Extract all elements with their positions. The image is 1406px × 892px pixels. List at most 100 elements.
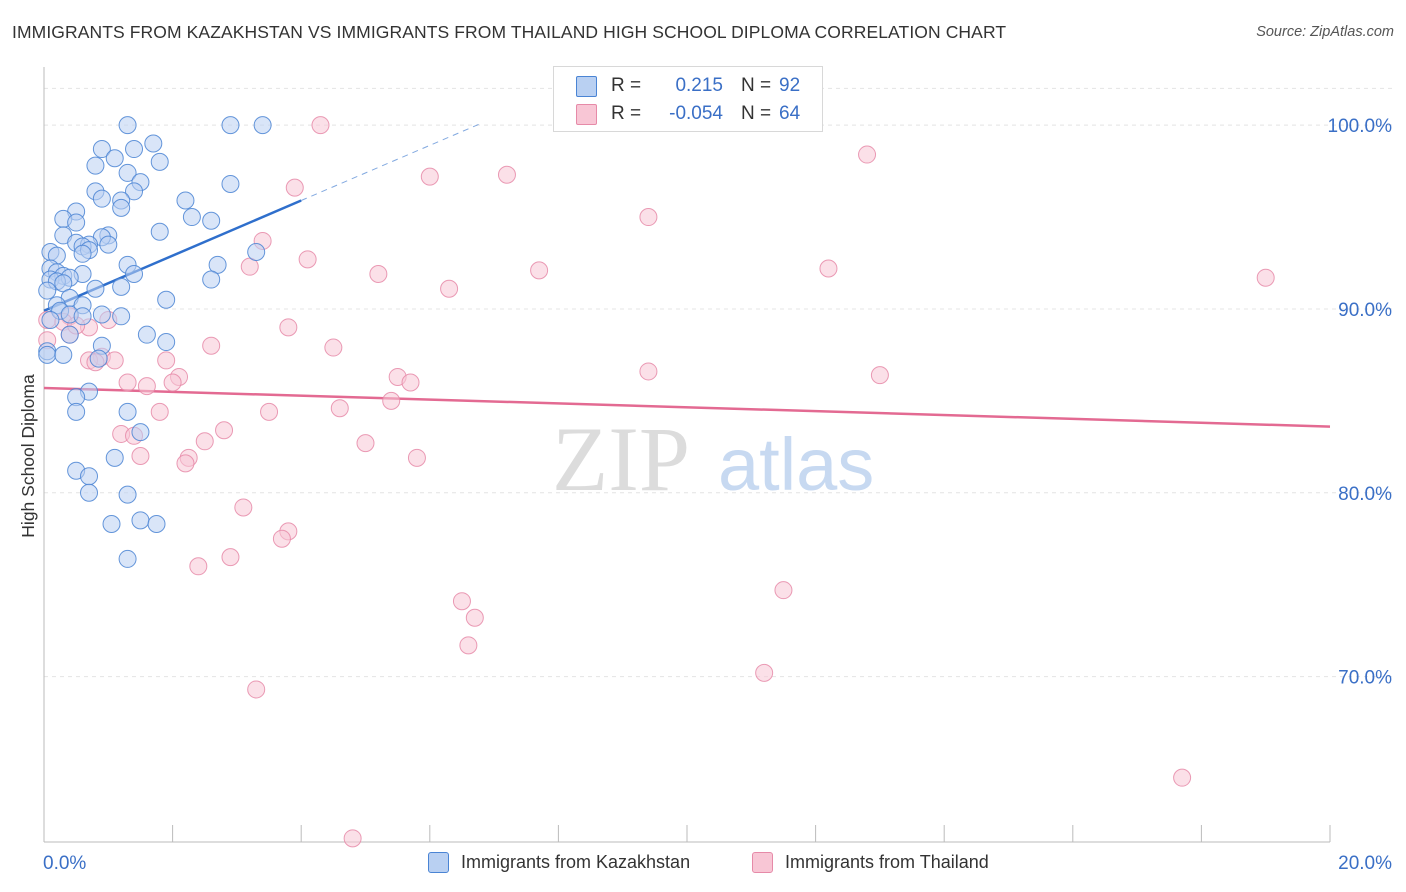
point-kazakhstan [105, 448, 124, 467]
legend-n-label: N = [741, 103, 772, 124]
point-kazakhstan [247, 242, 266, 261]
y-tick-label: 100.0% [1328, 116, 1393, 137]
point-kazakhstan [253, 116, 272, 135]
legend-n-value: 64 [779, 103, 801, 124]
point-thailand [279, 318, 298, 337]
axis-labels: 100.0% 90.0% 80.0% 70.0% 0.0% 20.0% High Schoo… [18, 116, 1392, 874]
series-legend-label: Immigrants from Thailand [785, 852, 989, 872]
point-kazakhstan [38, 345, 57, 364]
point-kazakhstan [99, 235, 118, 254]
point-kazakhstan [67, 213, 86, 232]
point-kazakhstan [118, 163, 137, 182]
point-thailand [260, 402, 279, 421]
correlation-legend: R = 0.215 N = 92 R = -0.054 N = 64 [553, 66, 823, 132]
point-kazakhstan [147, 515, 166, 534]
point-kazakhstan [73, 244, 92, 263]
point-thailand [221, 548, 240, 567]
x-tick-label: 0.0% [43, 853, 86, 874]
point-thailand [382, 391, 401, 410]
point-thailand [452, 592, 471, 611]
point-kazakhstan [54, 345, 73, 364]
series-swatch-pink [752, 852, 773, 873]
point-kazakhstan [144, 134, 163, 153]
watermark-zip: ZIP [552, 408, 690, 510]
point-kazakhstan [86, 156, 105, 175]
point-kazakhstan [125, 140, 144, 159]
point-thailand [157, 351, 176, 370]
point-kazakhstan [105, 149, 124, 168]
point-kazakhstan [80, 467, 99, 486]
watermark-atlas: atlas [718, 423, 874, 506]
point-thailand [272, 529, 291, 548]
legend-r-value: 0.215 [675, 75, 723, 96]
legend-r-label: R = [611, 103, 642, 124]
point-kazakhstan [92, 305, 111, 324]
point-thailand [870, 366, 889, 385]
point-kazakhstan [131, 511, 150, 530]
point-thailand [858, 145, 877, 164]
point-kazakhstan [131, 423, 150, 442]
point-thailand [774, 581, 793, 600]
watermark: ZIP atlas [552, 408, 874, 510]
trend-line-kazakhstan [43, 199, 302, 312]
point-kazakhstan [92, 140, 111, 159]
point-kazakhstan [86, 279, 105, 298]
series-swatch-blue [428, 852, 449, 873]
point-thailand [369, 265, 388, 284]
point-kazakhstan [112, 277, 131, 296]
point-kazakhstan [202, 211, 221, 230]
point-thailand [285, 178, 304, 197]
point-thailand [330, 399, 349, 418]
data-points [38, 116, 1275, 848]
point-thailand [298, 250, 317, 269]
legend-n-value: 92 [779, 75, 801, 96]
series-legend-thailand: Immigrants from Thailand [752, 852, 989, 873]
series-legend-label: Immigrants from Kazakhstan [461, 852, 691, 872]
source-label: Source: ZipAtlas.com [1256, 24, 1394, 40]
point-thailand [189, 557, 208, 576]
point-kazakhstan [221, 116, 240, 135]
y-tick-label: 80.0% [1338, 484, 1392, 505]
series-legend-kazakhstan: Immigrants from Kazakhstan [428, 852, 690, 873]
y-tick-label: 90.0% [1338, 300, 1392, 321]
series-legend: Immigrants from Kazakhstan Immigrants fr… [0, 852, 1406, 876]
point-thailand [118, 373, 137, 392]
y-tick-label: 70.0% [1338, 668, 1392, 689]
trend-line-kazakhstan-extension [301, 122, 482, 201]
point-kazakhstan [118, 402, 137, 421]
point-thailand [234, 498, 253, 517]
point-kazakhstan [118, 485, 137, 504]
point-thailand [137, 377, 156, 396]
point-thailand [324, 338, 343, 357]
point-thailand [247, 680, 266, 699]
point-thailand [819, 259, 838, 278]
y-axis-label: High School Diploma [18, 374, 38, 538]
point-thailand [202, 336, 221, 355]
point-thailand [176, 454, 195, 473]
point-kazakhstan [176, 191, 195, 210]
point-kazakhstan [125, 182, 144, 201]
point-kazakhstan [118, 549, 137, 568]
point-kazakhstan [202, 270, 221, 289]
trend-line-thailand [43, 386, 1331, 428]
point-kazakhstan [112, 198, 131, 217]
point-kazakhstan [150, 152, 169, 171]
point-thailand [131, 447, 150, 465]
point-kazakhstan [221, 174, 240, 193]
grid-lines [44, 87, 1392, 678]
point-thailand [163, 373, 182, 392]
point-thailand [420, 167, 439, 186]
point-thailand [530, 261, 549, 280]
point-kazakhstan [60, 325, 79, 344]
axes [43, 67, 1331, 843]
legend-r-value: -0.054 [669, 103, 723, 124]
point-kazakhstan [157, 333, 176, 352]
point-thailand [639, 208, 658, 227]
point-thailand [755, 663, 774, 682]
point-thailand [1173, 768, 1192, 787]
point-thailand [440, 279, 459, 298]
legend-r-label: R = [611, 75, 642, 96]
point-thailand [195, 432, 214, 451]
point-kazakhstan [182, 208, 201, 227]
